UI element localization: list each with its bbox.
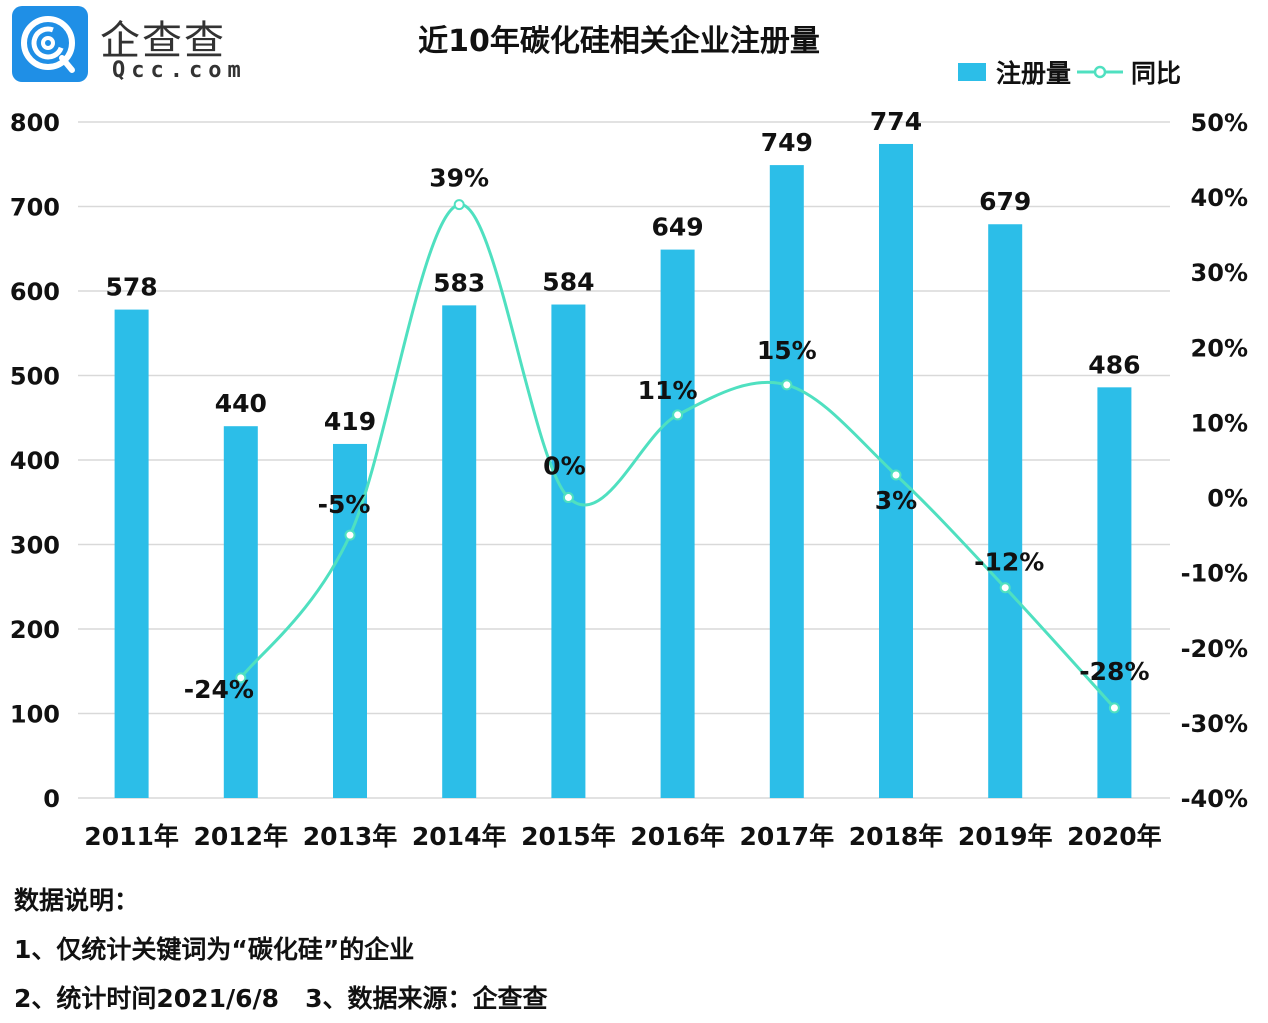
qcc-logo: 企查查 Qcc.com (12, 6, 242, 86)
y-left-tick-label: 500 (10, 363, 60, 391)
bar (1097, 387, 1132, 798)
y-left-tick-label: 300 (10, 532, 60, 560)
yoy-value-label: 3% (875, 486, 917, 515)
y-left-tick-label: 200 (10, 616, 60, 644)
bar-value-label: 419 (324, 407, 376, 436)
yoy-line (239, 203, 1116, 709)
yoy-point (999, 582, 1011, 594)
yoy-value-label: -12% (974, 548, 1044, 577)
yoy-point (672, 409, 684, 421)
yoy-value-label: -5% (318, 490, 371, 519)
y-right-tick-label: 20% (1191, 334, 1248, 362)
y-right-tick-label: 30% (1191, 259, 1248, 287)
yoy-point (344, 529, 356, 541)
logo-text-en: Qcc.com (112, 58, 247, 83)
chart-area: 0 100 200 300 400 500 600 700 800 -40% -30% -20% -10… (10, 107, 1248, 851)
yoy-value-label: 39% (429, 164, 489, 193)
legend-line-swatch (1077, 65, 1124, 79)
yoy-value-label: 15% (757, 336, 817, 365)
x-tick-label: 2014年 (412, 822, 507, 851)
y-left-tick-label: 400 (10, 447, 60, 475)
x-tick-label: 2013年 (303, 822, 398, 851)
x-tick-label: 2019年 (958, 822, 1053, 851)
y-left-tick-label: 800 (10, 109, 60, 137)
bar-value-label: 440 (215, 389, 267, 418)
yoy-point (781, 379, 793, 391)
yoy-point (1108, 702, 1120, 714)
bar (551, 304, 586, 798)
bar (660, 249, 695, 799)
y-right-tick-label: -10% (1181, 560, 1248, 588)
logo-badge-icon (12, 6, 88, 82)
yoy-value-label: -28% (1079, 657, 1149, 686)
yoy-value-label: 0% (543, 452, 585, 481)
y-right-tick-label: -20% (1181, 635, 1248, 663)
x-tick-label: 2017年 (740, 822, 835, 851)
bar (442, 305, 477, 798)
y-right-tick-label: 0% (1207, 485, 1248, 513)
bar-value-label: 486 (1088, 350, 1140, 379)
bar (769, 165, 804, 799)
bar-value-label: 649 (652, 213, 704, 242)
bar-value-label: 749 (761, 128, 813, 157)
y-left-tick-label: 700 (10, 194, 60, 222)
bar-value-label: 578 (106, 273, 158, 302)
yoy-point (562, 492, 574, 504)
notes: 数据说明： 1、仅统计关键词为“碳化硅”的企业 2、统计时间2021/6/8 3… (14, 876, 548, 1023)
x-tick-label: 2015年 (521, 822, 616, 851)
bar (114, 309, 149, 798)
x-tick-label: 2016年 (630, 822, 725, 851)
x-tick-label: 2012年 (194, 822, 289, 851)
notes-line-1: 1、仅统计关键词为“碳化硅”的企业 (14, 935, 415, 964)
bar (223, 426, 258, 798)
y-left-tick-label: 600 (10, 278, 60, 306)
notes-line-2: 2、统计时间2021/6/8 3、数据来源：企查查 (14, 984, 548, 1013)
chart-title: 近10年碳化硅相关企业注册量 (418, 24, 820, 59)
yoy-point (890, 469, 902, 481)
legend-bar-swatch (958, 63, 986, 81)
yoy-value-label: -24% (184, 675, 254, 704)
bar-value-label: 774 (870, 107, 922, 136)
bar-value-label: 679 (979, 187, 1031, 216)
legend: 注册量 同比 (958, 56, 1181, 88)
x-tick-label: 2018年 (849, 822, 944, 851)
legend-bar-label: 注册量 (996, 59, 1072, 88)
y-left-tick-label: 0 (43, 785, 60, 813)
bar-value-label: 584 (542, 268, 594, 297)
logo-text-cn: 企查查 (100, 18, 226, 64)
bar (988, 224, 1023, 798)
y-left-tick-label: 100 (10, 701, 60, 729)
y-right-tick-label: 40% (1191, 184, 1248, 212)
notes-heading: 数据说明： (14, 886, 140, 915)
x-tick-label: 2011年 (84, 822, 179, 851)
yoy-point (453, 199, 465, 211)
y-right-tick-label: -40% (1181, 785, 1248, 813)
y-right-tick-label: -30% (1181, 710, 1248, 738)
yoy-point (235, 672, 247, 684)
y-right-tick-label: 50% (1191, 109, 1248, 137)
x-tick-label: 2020年 (1067, 822, 1162, 851)
bar-value-label: 583 (433, 268, 485, 297)
legend-line-label: 同比 (1131, 59, 1182, 88)
yoy-value-label: 11% (638, 376, 698, 405)
y-right-tick-label: 10% (1191, 409, 1248, 437)
